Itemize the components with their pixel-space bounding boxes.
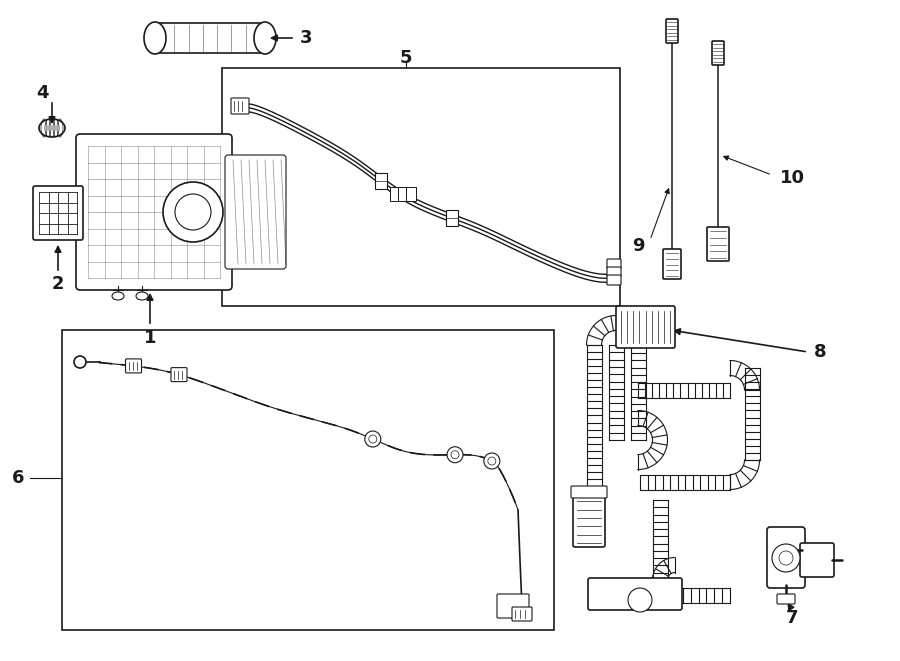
Circle shape: [175, 194, 211, 230]
FancyBboxPatch shape: [767, 527, 805, 588]
Ellipse shape: [144, 22, 166, 54]
Text: 9: 9: [632, 237, 644, 255]
Bar: [374, 173, 387, 188]
Circle shape: [779, 551, 793, 565]
FancyBboxPatch shape: [712, 41, 724, 65]
FancyBboxPatch shape: [125, 359, 141, 373]
Circle shape: [628, 588, 652, 612]
Text: 3: 3: [300, 29, 312, 47]
Text: 8: 8: [814, 343, 826, 361]
Bar: [446, 210, 458, 226]
Bar: [222, 68, 620, 306]
FancyBboxPatch shape: [33, 186, 83, 240]
Bar: [398, 187, 408, 201]
FancyBboxPatch shape: [607, 259, 621, 269]
FancyBboxPatch shape: [231, 98, 249, 114]
Circle shape: [451, 451, 459, 459]
Circle shape: [447, 447, 463, 463]
Circle shape: [369, 435, 377, 443]
Bar: [406, 187, 416, 201]
Text: 7: 7: [786, 609, 798, 627]
FancyBboxPatch shape: [571, 486, 607, 498]
Ellipse shape: [254, 22, 276, 54]
FancyBboxPatch shape: [225, 155, 286, 269]
Text: 5: 5: [400, 49, 412, 67]
Text: 6: 6: [12, 469, 24, 487]
Ellipse shape: [39, 119, 65, 137]
Circle shape: [163, 182, 223, 242]
Ellipse shape: [112, 292, 124, 300]
Circle shape: [488, 457, 496, 465]
Bar: [390, 187, 400, 201]
Ellipse shape: [136, 292, 148, 300]
FancyBboxPatch shape: [588, 578, 682, 610]
FancyBboxPatch shape: [573, 488, 605, 547]
FancyBboxPatch shape: [607, 267, 621, 277]
Text: 4: 4: [36, 84, 49, 102]
FancyBboxPatch shape: [777, 594, 795, 604]
Circle shape: [772, 544, 800, 572]
FancyBboxPatch shape: [171, 368, 187, 381]
FancyBboxPatch shape: [666, 19, 678, 43]
Circle shape: [364, 431, 381, 447]
FancyBboxPatch shape: [76, 134, 232, 290]
Bar: [62, 330, 554, 630]
FancyBboxPatch shape: [663, 249, 681, 279]
Circle shape: [484, 453, 500, 469]
FancyBboxPatch shape: [497, 594, 529, 618]
Circle shape: [74, 356, 86, 368]
FancyBboxPatch shape: [607, 275, 621, 285]
FancyBboxPatch shape: [512, 607, 532, 621]
Text: 2: 2: [52, 275, 64, 293]
FancyBboxPatch shape: [800, 543, 834, 577]
FancyBboxPatch shape: [707, 227, 729, 261]
FancyBboxPatch shape: [616, 306, 675, 348]
Text: 1: 1: [144, 329, 157, 347]
Text: 10: 10: [779, 169, 805, 187]
